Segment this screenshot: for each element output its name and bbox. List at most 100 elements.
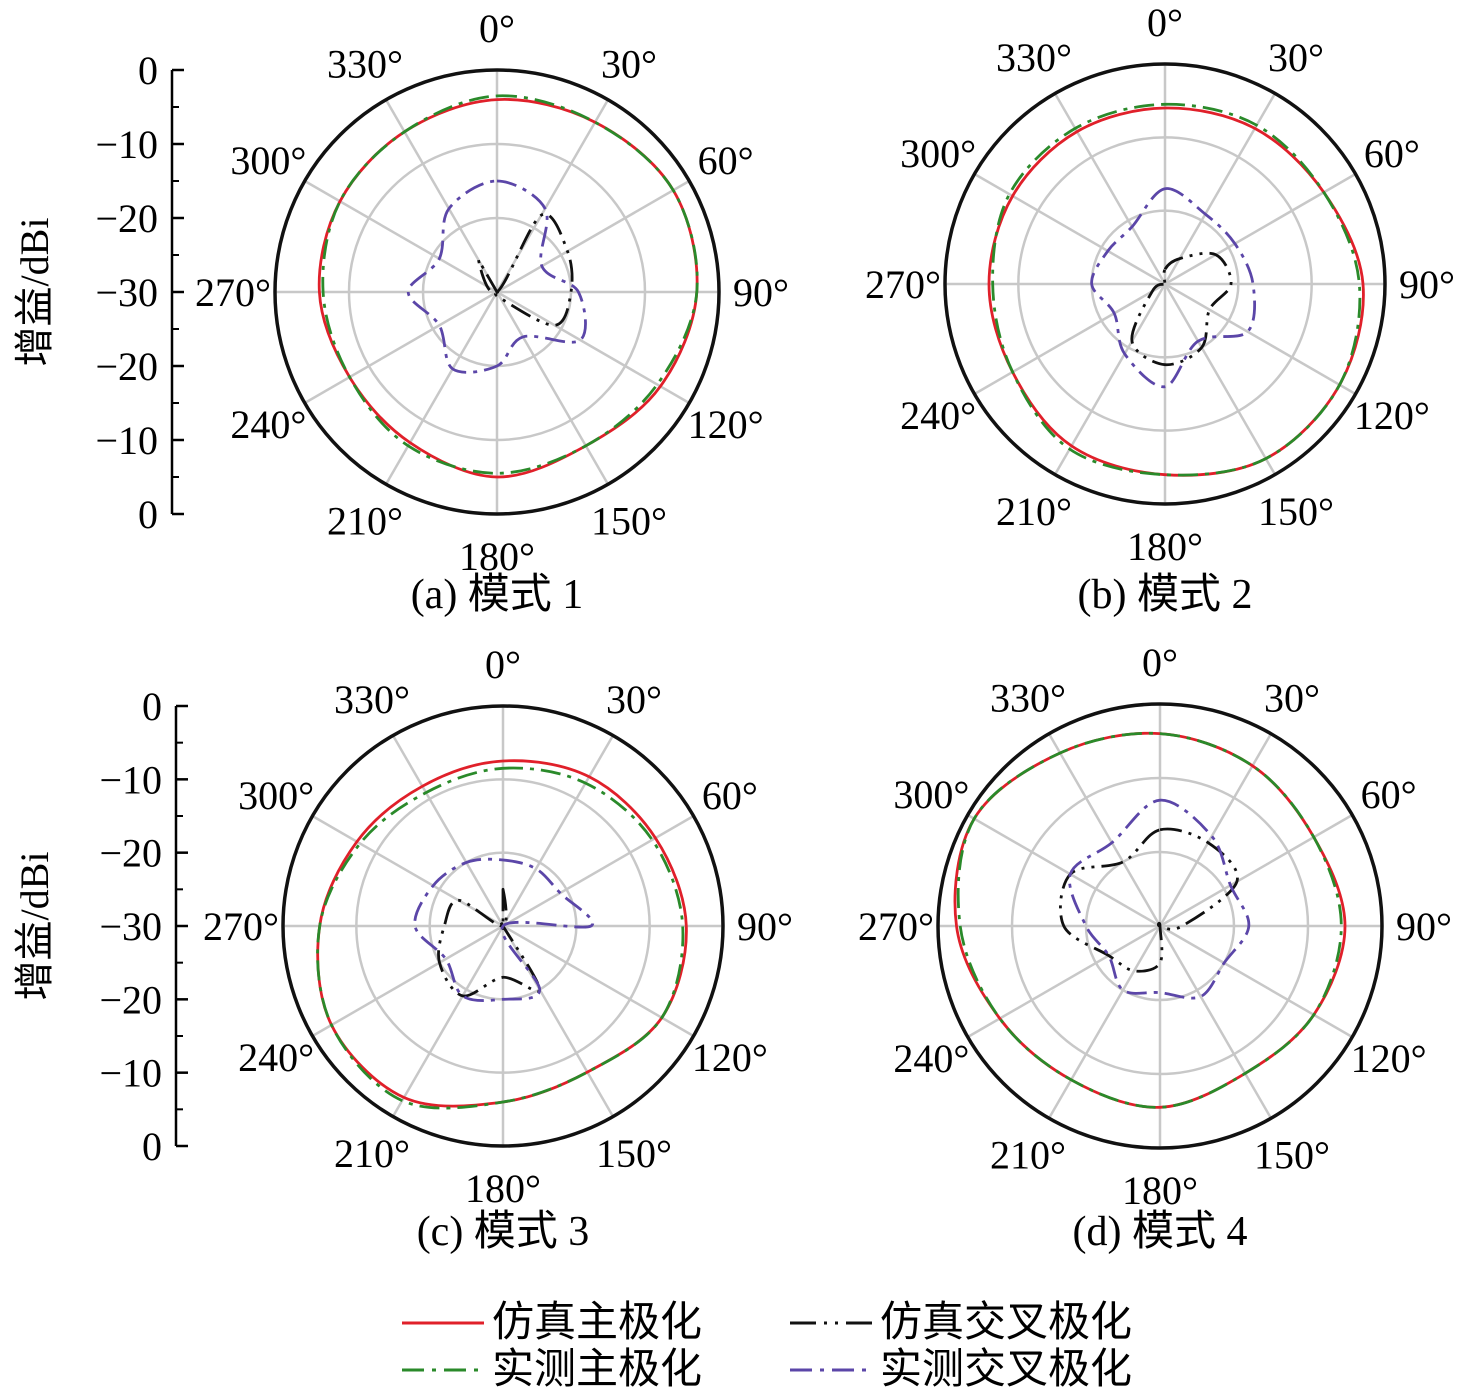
angle-tick-label: 0° xyxy=(1142,640,1178,685)
grid-spoke xyxy=(1047,925,1162,1119)
angle-tick-label: 30° xyxy=(606,677,662,722)
panel-caption: (b) 模式 2 xyxy=(1078,572,1253,618)
grid-spoke xyxy=(1158,925,1273,1119)
legend-label-sim-co: 仿真主极化 xyxy=(492,1300,702,1346)
angle-tick-label: 30° xyxy=(601,41,657,86)
angle-tick-label: 30° xyxy=(1268,35,1324,80)
series-line-4 xyxy=(1090,187,1257,389)
grid-spoke xyxy=(304,179,498,294)
angle-tick-label: 270° xyxy=(203,904,279,949)
legend-label-meas-x: 实测交叉极化 xyxy=(880,1346,1132,1393)
angle-tick-label: 150° xyxy=(591,499,667,544)
angle-tick-label: 300° xyxy=(230,138,306,183)
grid-spoke xyxy=(501,925,615,1118)
grid-spoke xyxy=(1053,92,1167,285)
series-line-2 xyxy=(321,94,699,475)
angle-tick-label: 180° xyxy=(1127,524,1203,569)
angle-tick-label: 120° xyxy=(1351,1036,1427,1081)
angle-tick-label: 210° xyxy=(996,489,1072,534)
angle-tick-label: 0° xyxy=(479,6,515,51)
grid-spoke xyxy=(1164,172,1357,286)
angle-tick-label: 300° xyxy=(238,773,314,818)
angle-tick-label: 180° xyxy=(459,534,535,579)
grid-spoke xyxy=(1163,92,1277,285)
grid-spoke xyxy=(967,924,1161,1039)
outer-ring xyxy=(273,68,721,516)
series-line-2 xyxy=(991,102,1362,477)
radial-tick-label: −20 xyxy=(99,977,162,1022)
grid-spoke xyxy=(1159,813,1353,928)
radial-tick-label: −10 xyxy=(99,757,162,802)
grid-spoke xyxy=(1164,282,1357,396)
grid-spoke xyxy=(384,99,499,293)
angle-tick-label: 210° xyxy=(327,499,403,544)
angle-tick-label: 90° xyxy=(737,904,793,949)
series-line-3 xyxy=(1130,251,1233,367)
angle-tick-label: 330° xyxy=(996,35,1072,80)
panel-caption: (c) 模式 3 xyxy=(417,1209,590,1255)
angle-tick-label: 0° xyxy=(1147,0,1183,45)
grid-spoke xyxy=(311,814,504,928)
angle-tick-label: 330° xyxy=(327,41,403,86)
angle-tick-label: 0° xyxy=(485,642,521,687)
angle-tick-label: 120° xyxy=(688,402,764,447)
angle-tick-label: 210° xyxy=(334,1131,410,1176)
angle-tick-label: 60° xyxy=(1364,131,1420,176)
grid-spoke xyxy=(391,734,505,927)
angle-tick-label: 240° xyxy=(230,402,306,447)
angle-tick-label: 240° xyxy=(893,1036,969,1081)
grid-spoke xyxy=(1047,733,1162,927)
grid-spoke xyxy=(502,924,695,1038)
polar-panel-3: 0° 30° 60° 90° 120° 150° 180° 210° 240° 270° 300° 3… xyxy=(12,642,793,1255)
angle-tick-label: 90° xyxy=(1399,262,1455,307)
grid-spoke xyxy=(384,291,499,485)
legend-label-sim-x: 仿真交叉极化 xyxy=(880,1299,1132,1346)
angle-tick-label: 90° xyxy=(1396,904,1452,949)
angle-tick-label: 330° xyxy=(334,677,410,722)
grid-spoke xyxy=(391,925,505,1118)
outer-ring xyxy=(281,704,725,1148)
radial-tick-label: −30 xyxy=(95,270,158,315)
angle-tick-label: 300° xyxy=(893,772,969,817)
radial-tick-label: 0 xyxy=(142,1124,162,1169)
radial-tick-label: 0 xyxy=(142,684,162,729)
angle-tick-label: 180° xyxy=(1122,1168,1198,1213)
grid-spoke xyxy=(495,99,610,293)
radial-tick-label: −10 xyxy=(95,418,158,463)
angle-tick-label: 150° xyxy=(596,1131,672,1176)
series-line-3 xyxy=(477,212,574,327)
radial-tick-label: −10 xyxy=(99,1051,162,1096)
y-axis-label: 增益/dBi xyxy=(12,852,57,1001)
grid-spoke xyxy=(501,734,615,927)
legend-label-meas-co: 实测主极化 xyxy=(492,1346,702,1393)
grid-spoke xyxy=(304,290,498,405)
outer-ring xyxy=(943,62,1387,506)
radial-tick-label: −20 xyxy=(99,831,162,876)
grid-spoke xyxy=(496,179,690,294)
series-line-4 xyxy=(406,179,587,374)
grid-spoke xyxy=(967,813,1161,928)
angle-tick-label: 60° xyxy=(1361,772,1417,817)
grid-spoke xyxy=(502,814,695,928)
polar-panel-2: 0° 30° 60° 90° 120° 150° 180° 210° 240° 270° 300° 3… xyxy=(865,0,1455,618)
grid-spoke xyxy=(1053,283,1167,476)
grid-spoke xyxy=(311,924,504,1038)
radial-tick-label: −30 xyxy=(99,904,162,949)
angle-tick-label: 60° xyxy=(698,138,754,183)
grid-spoke xyxy=(1159,924,1353,1039)
angle-tick-label: 330° xyxy=(990,675,1066,720)
grid-spoke xyxy=(973,172,1166,286)
radial-tick-label: −20 xyxy=(95,344,158,389)
angle-tick-label: 240° xyxy=(900,393,976,438)
series-line-4 xyxy=(1068,798,1251,1000)
angle-tick-label: 60° xyxy=(702,773,758,818)
polar-panel-4: 0° 30° 60° 90° 120° 150° 180° 210° 240° 270° 300° 3… xyxy=(858,640,1452,1255)
angle-tick-label: 270° xyxy=(858,904,934,949)
angle-tick-label: 240° xyxy=(238,1035,314,1080)
series-line-3 xyxy=(1059,827,1239,973)
legend: 仿真主极化 仿真交叉极化 实测主极化 实测交叉极化 xyxy=(402,1299,1132,1393)
angle-tick-label: 90° xyxy=(733,270,789,315)
angle-tick-label: 150° xyxy=(1258,489,1334,534)
grid-spoke xyxy=(495,291,610,485)
